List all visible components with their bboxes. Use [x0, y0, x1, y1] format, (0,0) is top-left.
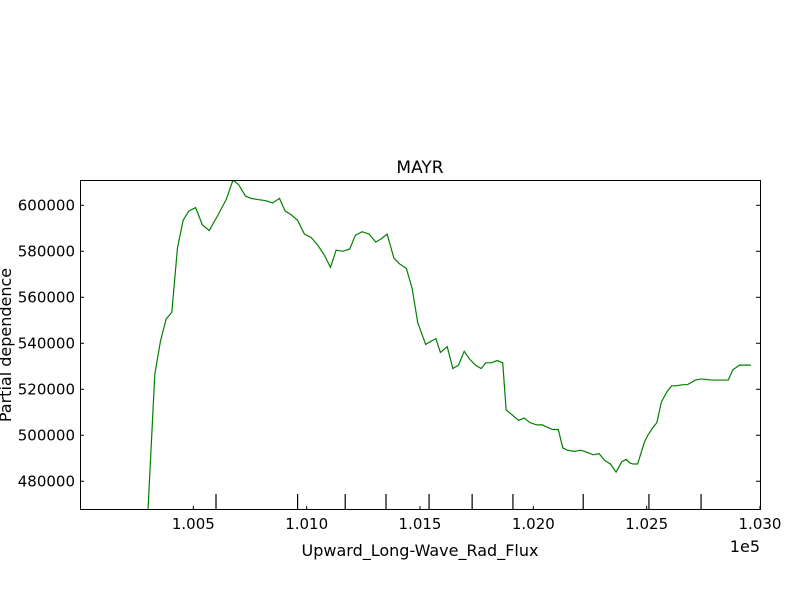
y-tick-label: 500000 [18, 426, 75, 444]
x-tick-label: 1.020 [512, 515, 555, 533]
x-tick-label: 1.005 [172, 515, 215, 533]
y-tick-label: 600000 [18, 196, 75, 214]
series-line [147, 180, 751, 510]
x-tick-label: 1.015 [399, 515, 442, 533]
x-tick-label: 1.025 [625, 515, 668, 533]
y-axis-label: Partial dependence [0, 268, 15, 422]
plot-frame [80, 180, 761, 510]
x-tick-label: 1.010 [285, 515, 328, 533]
rug-marks [215, 494, 702, 510]
y-tick-label: 580000 [18, 242, 75, 260]
y-axis-ticks: 480000 500000 520000 540000 560000 580000 6000… [18, 196, 760, 490]
x-axis-ticks: 1.005 1.010 1.015 1.020 1.025 1.030 [172, 506, 782, 533]
y-tick-label: 540000 [18, 334, 75, 352]
y-tick-label: 520000 [18, 380, 75, 398]
y-tick-label: 560000 [18, 288, 75, 306]
y-tick-label: 480000 [18, 472, 75, 490]
chart-title: MAYR [396, 158, 443, 178]
x-axis-label: Upward_Long-Wave_Rad_Flux [302, 541, 539, 561]
x-axis-offset-label: 1e5 [730, 537, 760, 556]
x-tick-label: 1.030 [739, 515, 782, 533]
